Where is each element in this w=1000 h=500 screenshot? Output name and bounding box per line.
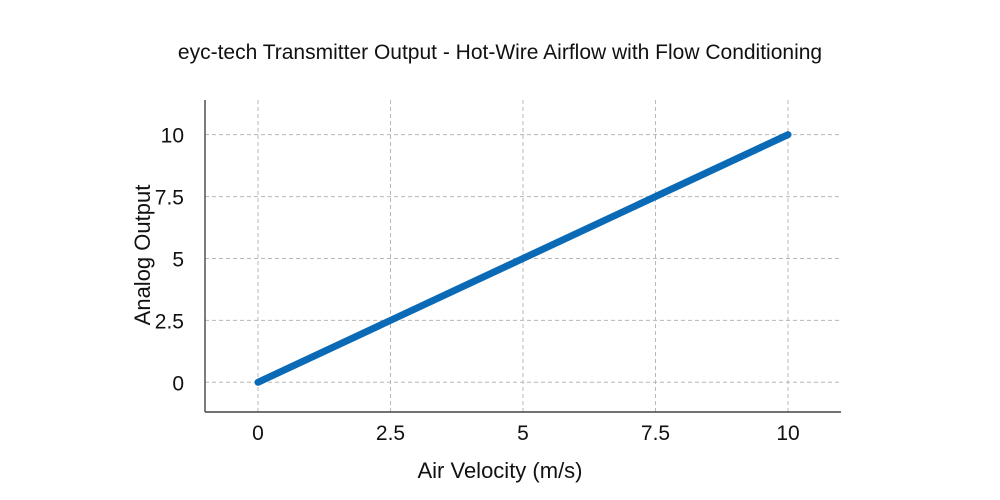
x-tick-label-1: 2.5 [376,422,405,445]
x-tick-label-2: 5 [517,422,529,445]
y-tick-label-4: 10 [161,125,184,148]
axis-layer [204,100,841,413]
x-tick-label-0: 0 [252,422,264,445]
y-tick-label-1: 2.5 [155,310,184,333]
chart-title: eyc-tech Transmitter Output - Hot-Wire A… [178,41,822,64]
x-tick-label-3: 7.5 [641,422,670,445]
y-tick-label-0: 0 [172,372,184,395]
y-axis-label: Analog Output [130,185,155,326]
series-line-0 [254,131,792,386]
tick-layer: 0 2.5 5 7.5 10 0 2.5 5 7.5 10 [155,125,800,445]
x-axis-label: Air Velocity (m/s) [417,458,582,483]
x-tick-label-4: 10 [776,422,799,445]
y-tick-label-2: 5 [172,248,184,271]
y-tick-label-3: 7.5 [155,187,184,210]
grid-layer [205,100,841,412]
series-layer [254,131,792,386]
